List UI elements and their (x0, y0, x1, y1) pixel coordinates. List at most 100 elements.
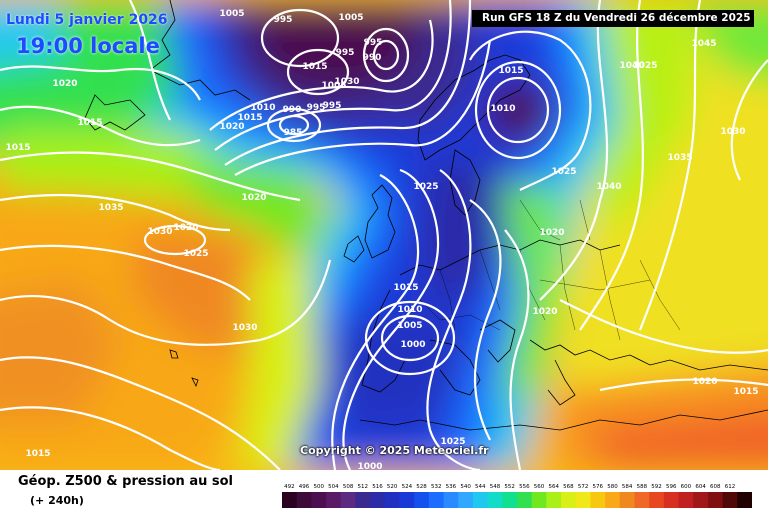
isobar-label: 1020 (173, 223, 198, 233)
legend-tick-label: 500 (313, 484, 324, 490)
isobar-label: 1035 (667, 153, 692, 163)
isobar-label: 1020 (539, 228, 564, 238)
legend-tick-label: 580 (607, 484, 618, 490)
legend-swatch (678, 492, 694, 508)
isobar-label: 1015 (25, 449, 50, 459)
isobar-label: 1020 (52, 79, 77, 89)
legend-tick-label: 560 (534, 484, 545, 490)
isobar-label: 1040 (596, 182, 621, 192)
legend-swatch (472, 492, 489, 508)
isobar-label: 1010 (250, 103, 275, 113)
legend-tick-label: 520 (387, 484, 398, 490)
legend-tick-label: 604 (695, 484, 706, 490)
isobar-label: 1020 (241, 193, 266, 203)
legend-tick-label: 596 (666, 484, 677, 490)
legend-swatch (502, 492, 518, 508)
legend-tick-label: 564 (548, 484, 559, 490)
legend-tick-label: 508 (343, 484, 354, 490)
legend-swatch (458, 492, 474, 508)
legend-swatch (355, 492, 371, 508)
isobar-label: 990 (283, 105, 302, 115)
legend-tick-label: 544 (475, 484, 486, 490)
isobar-label: 1025 (632, 61, 657, 71)
model-run-info: Run GFS 18 Z du Vendredi 26 décembre 202… (472, 10, 754, 27)
legend-tick-label: 524 (402, 484, 413, 490)
isobar-label: 1005 (397, 321, 422, 331)
lead-time: (+ 240h) (30, 494, 84, 507)
forecast-date: Lundi 5 janvier 2026 (6, 12, 168, 28)
legend-tick-label: 552 (504, 484, 515, 490)
copyright-notice: Copyright © 2025 Meteociel.fr (300, 444, 489, 457)
isobar-label: 1015 (393, 283, 418, 293)
isobar-label: 1025 (551, 167, 576, 177)
forecast-local-time: 19:00 locale (16, 34, 160, 58)
legend-swatch (575, 492, 591, 508)
legend-swatch (340, 492, 356, 508)
isobar-label: 985 (284, 128, 303, 138)
legend-swatch (443, 492, 459, 508)
isobar-label: 990 (363, 53, 382, 63)
legend-swatch (399, 492, 415, 508)
isobar-label: 1015 (733, 387, 758, 397)
legend-tick-label: 548 (490, 484, 501, 490)
legend-tick-label: 612 (725, 484, 736, 490)
legend-tick-label: 576 (593, 484, 604, 490)
isobar-label: 1015 (498, 66, 523, 76)
product-title: Géop. Z500 & pression au sol (18, 474, 233, 489)
legend-swatch (649, 492, 665, 508)
legend-swatch (546, 492, 562, 508)
legend-swatch (487, 492, 503, 508)
isobar-label: 995 (336, 48, 355, 58)
isobar-label: 1015 (237, 113, 262, 123)
legend-swatch (326, 492, 342, 508)
isobar-label: 1020 (692, 377, 717, 387)
legend-tick-label: 588 (637, 484, 648, 490)
legend-swatch (590, 492, 606, 508)
isobar-label: 1030 (147, 227, 172, 237)
legend-swatch (722, 492, 738, 508)
color-scale-legend: 492 496 500 504 508 512 516 520 524 528 532 536 540 5… (282, 484, 752, 508)
isobar-label: 995 (274, 15, 293, 25)
isobar-label: 1005 (219, 9, 244, 19)
legend-swatch (634, 492, 650, 508)
legend-swatch (414, 492, 430, 508)
legend-swatch (296, 492, 312, 508)
isobar-label: 1020 (219, 122, 244, 132)
isobar-label: 1005 (338, 13, 363, 23)
legend-swatch (428, 492, 445, 508)
isobar-label: 1035 (98, 203, 123, 213)
legend-tick-label: 572 (578, 484, 589, 490)
legend-tick-label: 516 (372, 484, 383, 490)
isobar-label: 1025 (413, 182, 438, 192)
legend-tick-label: 528 (416, 484, 427, 490)
legend-swatch (619, 492, 635, 508)
legend-swatch (693, 492, 709, 508)
isobar-label: 1015 (302, 62, 327, 72)
legend-tick-label: 532 (431, 484, 442, 490)
legend-swatch (384, 492, 400, 508)
isobar-label: 1030 (720, 127, 745, 137)
isobar-label: 1025 (440, 437, 465, 447)
isobar-label: 1025 (183, 249, 208, 259)
legend-tick-label: 512 (358, 484, 369, 490)
legend-swatch (605, 492, 621, 508)
isobar-label: 1000 (357, 462, 382, 470)
isobar-label: 1045 (691, 39, 716, 49)
isobar-label: 1040 (619, 61, 644, 71)
legend-tick-label: 592 (651, 484, 662, 490)
isobar-label: 1030 (334, 77, 359, 87)
isobar-label: 1000 (400, 340, 425, 350)
isobars (0, 0, 768, 470)
isobar-label: 1010 (397, 305, 422, 315)
legend-tick-label: 496 (299, 484, 310, 490)
legend-tick-label: 536 (446, 484, 457, 490)
isobar-label: 1020 (532, 307, 557, 317)
legend-swatch (311, 492, 327, 508)
legend-swatch (663, 492, 680, 508)
legend-tick-label: 568 (563, 484, 574, 490)
legend-swatch (561, 492, 577, 508)
legend-tick-label: 556 (519, 484, 530, 490)
